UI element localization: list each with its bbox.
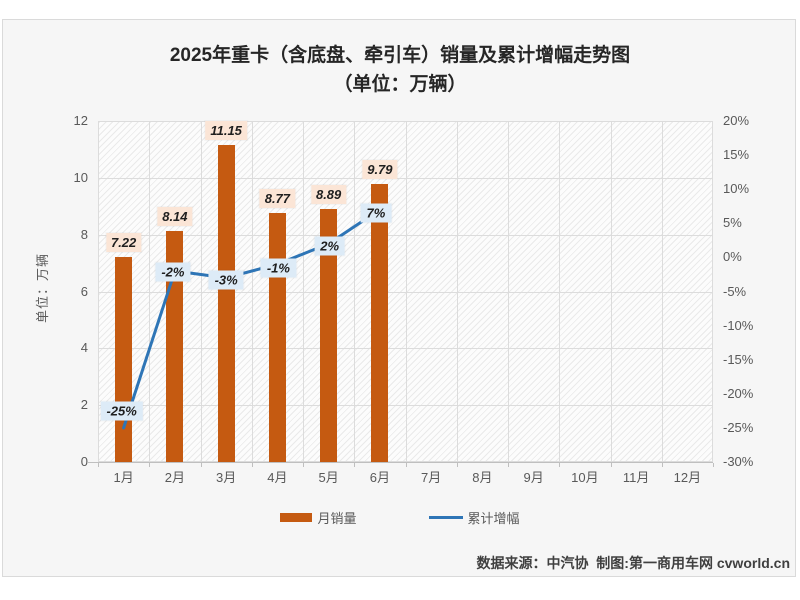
bar — [217, 145, 235, 462]
bar — [115, 256, 133, 462]
bar-value-label: 11.15 — [205, 121, 247, 141]
x-axis-tick — [98, 463, 99, 467]
chart-title: 2025年重卡（含底盘、牵引车）销量及累计增幅走势图 — [169, 45, 631, 66]
x-axis-tick — [149, 463, 151, 467]
y2-axis-tick: -15% — [723, 351, 754, 367]
y-axis-tick: 6 — [80, 283, 88, 299]
chart-title-block: 2025年重卡（含底盘、牵引车）销量及累计增幅走势图 （单位：万辆） — [0, 41, 800, 99]
y2-axis-tick: -30% — [723, 454, 754, 469]
x-axis-tick-label: 4月 — [267, 470, 288, 485]
line-point-label: -1% — [260, 258, 296, 278]
bar-value-label: 7.22 — [105, 232, 142, 252]
x-axis-tick — [610, 463, 612, 467]
legend-item-growth: 累计增幅 — [428, 508, 520, 527]
x-axis-tick-label: 9月 — [523, 470, 544, 485]
x-axis-tick — [713, 463, 714, 467]
line-point-label: 7% — [360, 203, 392, 223]
gridline-horizontal — [98, 405, 713, 407]
chart-subtitle: （单位：万辆） — [333, 74, 467, 95]
x-axis-line — [88, 462, 713, 463]
x-axis-tick — [251, 463, 253, 467]
x-axis-tick — [456, 463, 458, 467]
y2-axis-tick: -5% — [723, 283, 747, 299]
gridline-horizontal — [98, 291, 713, 293]
x-axis-tick-label: 1月 — [113, 470, 134, 485]
gridline-horizontal — [98, 177, 713, 179]
legend-line-label: 累计增幅 — [467, 511, 520, 526]
x-axis-tick — [303, 463, 304, 467]
x-axis-tick-label: 2月 — [164, 470, 185, 485]
y2-axis-tick: -20% — [723, 385, 754, 401]
x-axis-tick — [354, 463, 356, 467]
x-axis-tick — [200, 463, 202, 467]
x-axis-tick — [508, 463, 509, 467]
y2-axis-tick: 0% — [723, 249, 742, 265]
legend-item-sales: 月销量 — [280, 508, 357, 527]
legend-line-swatch — [428, 516, 463, 519]
x-axis-tick-label: 8月 — [472, 470, 493, 485]
x-axis-tick-label: 7月 — [421, 470, 442, 485]
y2-axis-tick: 10% — [723, 181, 750, 197]
line-point-label: 2% — [314, 236, 346, 256]
gridline-horizontal — [98, 234, 713, 236]
y2-axis-tick: 20% — [723, 113, 750, 128]
y-axis-tick: 2 — [80, 397, 88, 413]
x-axis-tick-label: 11月 — [622, 470, 650, 485]
legend-bar-swatch — [280, 513, 313, 522]
bar-value-label: 8.14 — [157, 206, 193, 226]
y2-axis-tick: -25% — [723, 419, 754, 435]
bar — [371, 183, 389, 462]
x-axis-tick-label: 6月 — [369, 470, 390, 485]
y2-axis-tick: -10% — [723, 317, 754, 333]
bar — [268, 212, 286, 462]
y-axis-tick: 0 — [80, 454, 88, 469]
x-axis-tick — [405, 463, 407, 467]
bar-value-label: 9.79 — [362, 159, 398, 179]
x-axis-tick-label: 12月 — [673, 470, 702, 485]
y-axis-tick: 4 — [80, 340, 88, 356]
x-axis-tick-label: 10月 — [571, 470, 599, 485]
bar-value-label: 8.77 — [259, 188, 296, 208]
x-axis-tick — [661, 463, 663, 467]
legend-bar-label: 月销量 — [317, 511, 357, 526]
line-point-label: -2% — [155, 262, 191, 282]
y2-axis-tick: 15% — [723, 147, 750, 163]
legend: 月销量 累计增幅 — [0, 508, 800, 527]
gridline-horizontal — [98, 348, 713, 350]
x-axis-tick-label: 5月 — [318, 470, 339, 485]
y-axis-tick: 8 — [80, 226, 88, 242]
line-point-label: -3% — [208, 270, 244, 290]
x-axis-tick-label: 3月 — [216, 470, 237, 485]
y2-axis-tick: 5% — [723, 215, 742, 231]
y-axis-tick: 10 — [73, 169, 88, 185]
y-axis-tick: 12 — [73, 113, 88, 128]
source-note: 数据来源：中汽协 制图:第一商用车网 cvworld.cn — [476, 555, 790, 571]
line-point-label: -25% — [100, 401, 143, 421]
bar-value-label: 8.89 — [310, 185, 347, 205]
x-axis-tick — [559, 463, 561, 467]
